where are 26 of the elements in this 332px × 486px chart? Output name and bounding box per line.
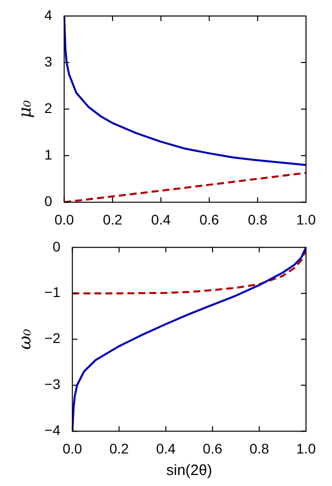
y-tick-label: 2 <box>44 100 52 116</box>
line-series <box>72 248 306 294</box>
x-tick-label: 0.4 <box>156 440 176 456</box>
x-axis-title: sin(2θ) <box>166 462 212 480</box>
x-tick-label: 0.6 <box>200 211 220 228</box>
y-tick-label: 4 <box>44 6 52 23</box>
x-tick-label: 0.2 <box>102 211 122 228</box>
x-tick-label: 0.4 <box>151 211 171 228</box>
x-tick-label: 1.0 <box>296 440 316 456</box>
x-tick-label: 0.2 <box>109 440 130 456</box>
y-tick-label: −4 <box>44 422 61 438</box>
x-tick-label: 0.6 <box>202 440 222 456</box>
y-tick-label: 0 <box>52 238 61 254</box>
y-tick-label: −3 <box>44 376 61 392</box>
y-axis-title: ω₀ <box>16 328 36 350</box>
x-tick-label: 0.8 <box>250 440 270 456</box>
y-tick-label: 1 <box>44 146 52 163</box>
y-tick-label: −1 <box>44 284 61 300</box>
x-tick-label: 0.0 <box>54 211 74 228</box>
x-tick-label: 0.8 <box>248 211 268 228</box>
y-tick-label: 3 <box>44 53 52 70</box>
y-tick-label: −2 <box>44 330 61 346</box>
y-axis-title: μ₀ <box>16 100 36 118</box>
y-tick-label: 0 <box>44 193 52 210</box>
x-tick-label: 0.0 <box>62 440 82 456</box>
x-tick-label: 1.0 <box>296 211 316 228</box>
